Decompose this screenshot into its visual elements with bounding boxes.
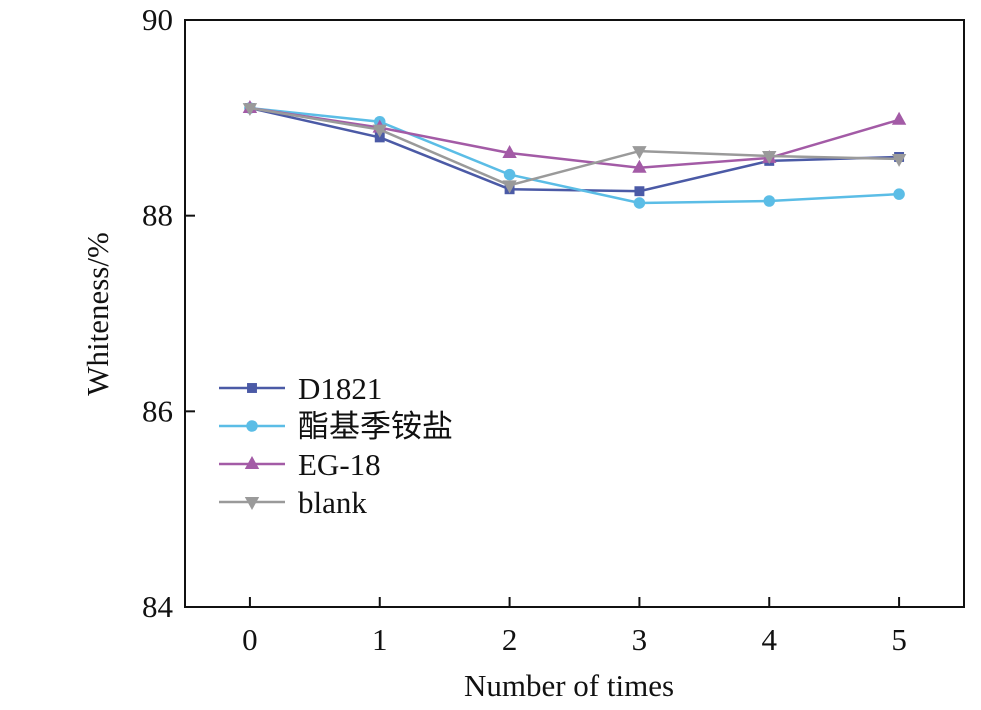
y-axis: 84 86 88 90 [142, 2, 195, 624]
data-point [762, 151, 777, 164]
legend-marker [244, 456, 260, 469]
x-axis: 0 1 2 3 4 5 [242, 597, 907, 657]
data-point [503, 168, 516, 181]
series-1 [244, 102, 905, 209]
y-tick-label: 88 [142, 198, 173, 233]
y-tick-label: 90 [142, 2, 173, 37]
series-line [249, 106, 900, 169]
legend-item: EG-18 [219, 447, 381, 482]
legend-marker [244, 497, 260, 510]
x-tick-label: 5 [891, 622, 907, 657]
x-tick-label: 4 [762, 622, 778, 657]
x-tick-label: 0 [242, 622, 258, 657]
legend-item: D1821 [219, 371, 382, 406]
y-tick-label: 86 [142, 393, 173, 428]
data-point [242, 103, 258, 117]
y-tick-label: 84 [142, 589, 174, 624]
legend-label: EG-18 [298, 447, 381, 482]
data-point [891, 111, 907, 125]
x-tick-label: 3 [632, 622, 648, 657]
plot-frame [184, 19, 965, 608]
data-point [502, 180, 517, 194]
x-tick-label: 2 [502, 622, 518, 657]
data-point [763, 195, 776, 207]
data-point [632, 159, 647, 173]
legend-item: blank [219, 485, 367, 520]
y-axis-title: Whiteness/% [80, 232, 115, 396]
series-3 [242, 103, 907, 194]
x-axis-title: Number of times [464, 668, 674, 703]
data-point [893, 188, 905, 200]
series-line [249, 106, 900, 205]
series-line [249, 106, 900, 193]
legend-item: 酯基季铵盐 [219, 409, 453, 444]
data-point [502, 145, 517, 159]
series-layer [242, 100, 907, 209]
data-point [891, 153, 907, 167]
series-2 [242, 100, 907, 173]
data-point [633, 197, 646, 209]
x-tick-label: 1 [372, 622, 388, 657]
series-line [249, 106, 900, 187]
legend-label: D1821 [298, 371, 382, 406]
legend-marker [247, 383, 257, 393]
legend-marker [246, 420, 258, 432]
legend-label: 酯基季铵盐 [298, 409, 453, 444]
data-point [634, 186, 645, 197]
data-point [372, 124, 387, 138]
data-point [632, 146, 647, 160]
legend-label: blank [298, 485, 367, 520]
